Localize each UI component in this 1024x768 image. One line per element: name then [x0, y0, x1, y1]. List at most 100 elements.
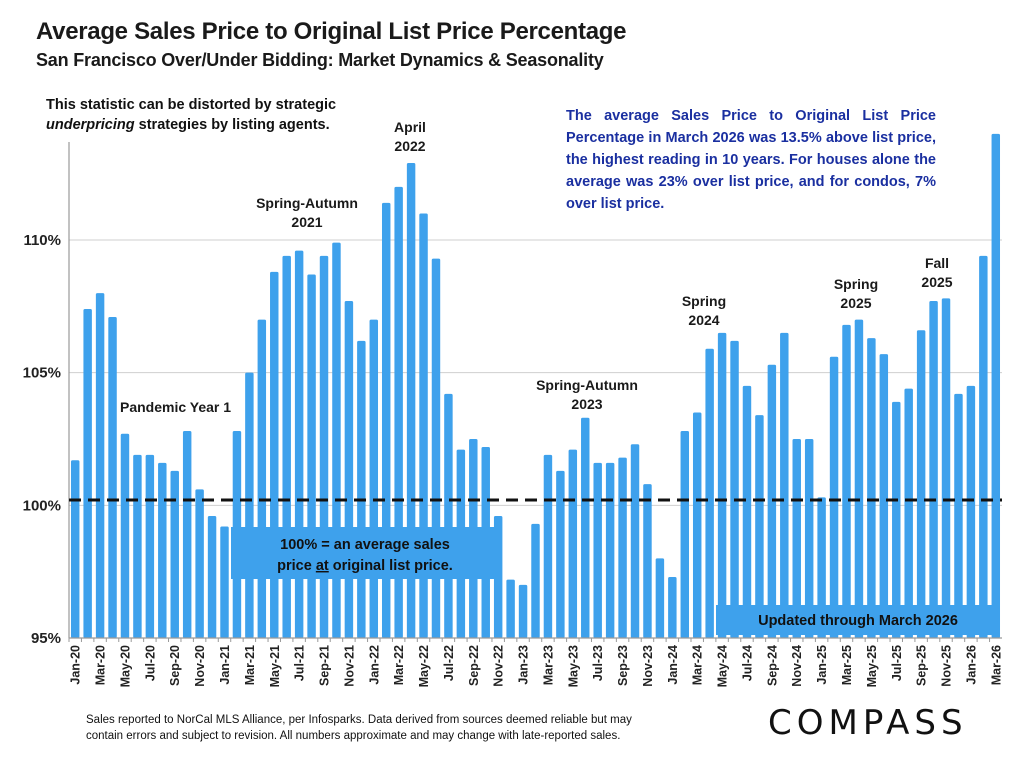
bar-Nov-25	[941, 298, 951, 638]
y-tick-label: 95%	[31, 630, 61, 647]
x-tick-label: Mar-26	[989, 645, 1003, 685]
label-line: 2021	[291, 214, 323, 230]
updated-text: Updated through March 2026	[758, 613, 958, 629]
x-tick-label: Jul-22	[442, 645, 456, 681]
bar-Feb-23	[531, 523, 540, 638]
box-100-line2: price at original list price.	[277, 558, 453, 574]
bar-Oct-24	[780, 332, 789, 638]
bar-Sep-25	[916, 330, 926, 638]
bar-Jan-23	[518, 584, 528, 638]
footnote-line1: Sales reported to NorCal MLS Alliance, p…	[86, 714, 632, 726]
bar-Sep-24	[767, 364, 777, 638]
x-tick-label: Mar-23	[541, 645, 555, 685]
x-tick-label: May-23	[566, 645, 580, 687]
bar-Jan-20	[70, 460, 80, 638]
bar-Apr-21	[257, 319, 267, 638]
x-tick-label: May-25	[865, 645, 879, 687]
bar-Jan-22	[369, 319, 379, 638]
bar-Mar-23	[543, 454, 553, 638]
bar-Feb-24	[680, 431, 690, 638]
bar-Jan-26	[966, 385, 976, 638]
label-line: 2025	[840, 295, 872, 311]
bar-Oct-23	[630, 444, 640, 638]
bar-Jul-24	[742, 385, 752, 638]
x-tick-label: Jan-26	[964, 645, 978, 685]
bar-Aug-20	[158, 462, 167, 638]
x-tick-label: May-22	[417, 645, 431, 687]
label-line: Spring	[681, 293, 727, 309]
x-tick-label: Nov-22	[492, 645, 506, 687]
x-tick-label: Jul-20	[143, 645, 157, 681]
x-tick-label: Jan-20	[69, 645, 83, 685]
note-left-italic: underpricing	[46, 117, 135, 133]
x-tick-label: Jan-21	[218, 645, 232, 685]
x-tick-label: Sep-25	[915, 645, 929, 686]
label-line: 2023	[571, 396, 603, 412]
bar-Dec-21	[357, 340, 366, 638]
bar-Jul-23	[593, 462, 602, 638]
bar-May-20	[120, 433, 130, 638]
bar-Jun-24	[730, 340, 739, 638]
bar-May-23	[568, 449, 578, 638]
note-left-line1: This statistic can be distorted by strat…	[46, 97, 337, 113]
source-footnote: Sales reported to NorCal MLS Alliance, p…	[86, 712, 632, 744]
label-line: Spring	[833, 276, 879, 292]
bar-Jul-20	[145, 454, 155, 638]
x-tick-label: Jan-24	[666, 645, 680, 685]
footnote-line2: contain errors and subject to revision. …	[86, 730, 621, 742]
x-tick-label: Nov-23	[641, 645, 655, 687]
label-line: Spring-Autumn	[536, 377, 638, 393]
bar-Jul-25	[892, 401, 901, 638]
x-tick-label: Mar-25	[840, 645, 854, 685]
bar-Feb-26	[979, 255, 988, 639]
label-spring-autumn-2023: Spring-Autumn 2023	[526, 376, 648, 414]
bar-Mar-20	[95, 293, 105, 638]
x-tick-label: Nov-21	[342, 645, 356, 687]
bar-Mar-25	[842, 324, 851, 638]
bar-Nov-21	[344, 301, 354, 638]
bar-Apr-25	[854, 319, 864, 638]
bar-Apr-23	[556, 470, 565, 638]
x-tick-label: Nov-20	[193, 645, 207, 687]
bar-Aug-25	[904, 388, 913, 638]
y-tick-label: 105%	[23, 365, 61, 382]
bar-Jul-22	[444, 393, 453, 638]
chart-title: Average Sales Price to Original List Pri…	[36, 18, 627, 45]
x-tick-label: Jan-23	[517, 645, 531, 685]
label-spring-2025: Spring 2025	[826, 275, 886, 313]
label-spring-autumn-2021: Spring-Autumn 2021	[246, 194, 368, 232]
label-line: Fall	[924, 255, 950, 271]
bar-Apr-22	[406, 163, 416, 639]
x-tick-label: Nov-24	[790, 645, 804, 687]
bar-Dec-23	[655, 558, 665, 638]
bar-Jun-20	[133, 454, 142, 638]
x-tick-label: May-21	[268, 645, 282, 687]
bar-Jun-23	[581, 417, 590, 638]
x-tick-label: Jan-25	[815, 645, 829, 685]
annotation-box-updated	[716, 605, 1000, 635]
bar-May-25	[867, 338, 876, 638]
bar-Apr-20	[108, 316, 117, 638]
x-tick-label: Sep-23	[616, 645, 630, 686]
bar-Jan-24	[668, 576, 677, 638]
x-tick-label: Jan-22	[367, 645, 381, 685]
bar-Nov-23	[643, 484, 652, 638]
label-april-2022: April 2022	[380, 118, 440, 156]
bar-Jan-25	[817, 497, 826, 638]
label-line: 2025	[921, 274, 953, 290]
bar-Sep-23	[618, 457, 627, 638]
bar-Dec-20	[207, 515, 217, 638]
y-tick-label: 100%	[23, 497, 61, 514]
bar-May-24	[717, 332, 727, 638]
x-tick-label: Sep-24	[765, 645, 779, 686]
bar-Aug-24	[755, 415, 764, 638]
box-100-underline: at	[316, 558, 329, 574]
bar-May-21	[270, 271, 279, 638]
annotation-box-100	[231, 527, 499, 579]
bar-Sep-21	[319, 255, 329, 639]
label-fall-2025: Fall 2025	[912, 254, 962, 292]
x-tick-label: May-20	[118, 645, 132, 687]
note-march-2026: The average Sales Price to Original List…	[566, 108, 936, 212]
x-tick-label: Jul-21	[293, 645, 307, 681]
